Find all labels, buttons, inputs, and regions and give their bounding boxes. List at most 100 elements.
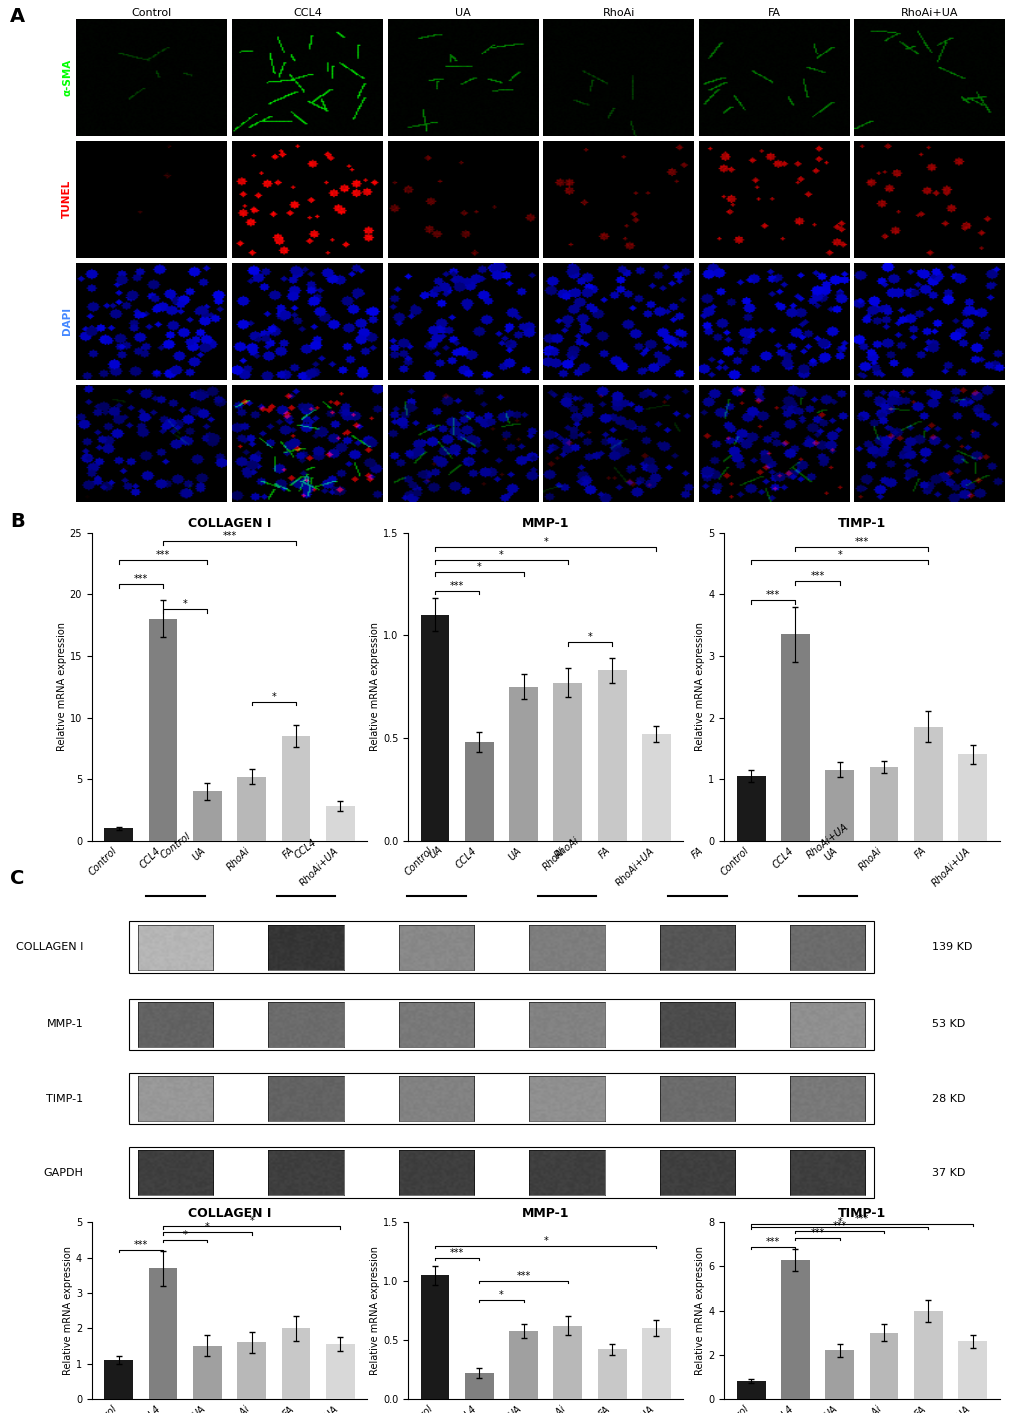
Y-axis label: Relative mRNA expression: Relative mRNA expression [695, 622, 705, 752]
Text: *: * [205, 1222, 210, 1232]
Text: 37 KD: 37 KD [931, 1167, 965, 1177]
Bar [641, 1328, 671, 1399]
Text: RhoAi: RhoAi [552, 835, 581, 861]
Y-axis label: Relative mRNA expression: Relative mRNA expression [695, 1246, 705, 1375]
Text: *: * [498, 550, 503, 560]
Bar [736, 776, 765, 841]
Bar [913, 726, 942, 841]
Bar [508, 687, 537, 841]
Bar [325, 807, 355, 841]
Y-axis label: Relative mRNA expression: Relative mRNA expression [370, 622, 380, 752]
Bar [957, 755, 986, 841]
Text: ***: *** [449, 581, 464, 591]
Title: COLLAGEN I: COLLAGEN I [187, 1207, 271, 1219]
Title: TIMP-1: TIMP-1 [837, 517, 886, 530]
Text: *: * [587, 632, 592, 642]
Bar [193, 791, 221, 841]
Text: ***: *** [832, 1221, 846, 1231]
Title: FA: FA [767, 8, 780, 18]
Bar [508, 1331, 537, 1399]
Text: C: C [10, 869, 24, 887]
Bar [237, 1342, 266, 1399]
Text: *: * [249, 1217, 254, 1226]
Bar [420, 615, 449, 841]
Text: CCL4: CCL4 [292, 836, 319, 861]
Bar [129, 1147, 873, 1198]
Text: 139 KD: 139 KD [931, 942, 972, 952]
Title: TIMP-1: TIMP-1 [837, 1207, 886, 1219]
Bar [553, 682, 582, 841]
Bar [781, 634, 809, 841]
Bar [869, 1332, 898, 1399]
Bar [129, 1072, 873, 1125]
Text: ***: *** [854, 537, 868, 547]
Y-axis label: Relative mRNA expression: Relative mRNA expression [57, 622, 66, 752]
Text: TIMP-1: TIMP-1 [46, 1094, 84, 1104]
Bar [781, 1260, 809, 1399]
Y-axis label: DAPI: DAPI [62, 307, 72, 335]
Bar [237, 777, 266, 841]
Text: ***: *** [765, 589, 780, 601]
Text: ***: *** [133, 575, 148, 585]
Title: Control: Control [131, 8, 172, 18]
Title: RhoAi+UA: RhoAi+UA [900, 8, 958, 18]
Bar [597, 670, 626, 841]
Text: ***: *** [449, 1248, 464, 1258]
Text: ***: *** [222, 531, 236, 541]
Text: ***: *** [516, 1272, 530, 1282]
Bar [193, 1345, 221, 1399]
Bar [465, 742, 493, 841]
Text: *: * [498, 1290, 503, 1300]
Bar [641, 733, 671, 841]
Text: ***: *** [854, 1214, 868, 1224]
Bar [957, 1341, 986, 1399]
Bar [281, 736, 310, 841]
Text: FA: FA [689, 845, 704, 861]
Title: RhoAi: RhoAi [602, 8, 634, 18]
Text: MMP-1: MMP-1 [47, 1020, 84, 1030]
Bar [325, 1344, 355, 1399]
Bar [597, 1349, 626, 1399]
Bar [465, 1373, 493, 1399]
Title: MMP-1: MMP-1 [522, 1207, 569, 1219]
Y-axis label: TUNEL: TUNEL [62, 181, 72, 219]
Text: *: * [182, 1229, 187, 1239]
Text: *: * [837, 1217, 842, 1226]
Bar [736, 1382, 765, 1399]
Title: UA: UA [454, 8, 471, 18]
Bar [129, 999, 873, 1050]
Bar [553, 1325, 582, 1399]
Text: *: * [543, 537, 547, 547]
Bar [129, 921, 873, 974]
Bar [824, 770, 853, 841]
Text: *: * [271, 691, 276, 701]
Text: ***: *** [133, 1241, 148, 1251]
Bar [281, 1328, 310, 1399]
Bar [104, 1359, 133, 1399]
Text: *: * [477, 562, 481, 572]
Text: ***: *** [765, 1236, 780, 1246]
Bar [869, 767, 898, 841]
Text: A: A [10, 7, 25, 25]
Text: 53 KD: 53 KD [931, 1020, 965, 1030]
Text: *: * [837, 550, 842, 560]
Y-axis label: α-SMA: α-SMA [62, 59, 72, 96]
Text: UA: UA [428, 844, 444, 861]
Text: *: * [182, 599, 187, 609]
Text: GAPDH: GAPDH [44, 1167, 84, 1177]
Text: RhoAi+UA: RhoAi+UA [804, 821, 850, 861]
Bar [149, 1269, 177, 1399]
Text: *: * [543, 1236, 547, 1246]
Title: COLLAGEN I: COLLAGEN I [187, 517, 271, 530]
Text: ***: *** [810, 571, 824, 581]
Bar [824, 1351, 853, 1399]
Title: CCL4: CCL4 [292, 8, 322, 18]
Bar [149, 619, 177, 841]
Text: COLLAGEN I: COLLAGEN I [16, 942, 84, 952]
Text: B: B [10, 512, 24, 530]
Text: ***: *** [156, 550, 170, 560]
Y-axis label: Relative mRNA expression: Relative mRNA expression [370, 1246, 380, 1375]
Bar [913, 1311, 942, 1399]
Bar [420, 1275, 449, 1399]
Text: ***: *** [810, 1228, 824, 1238]
